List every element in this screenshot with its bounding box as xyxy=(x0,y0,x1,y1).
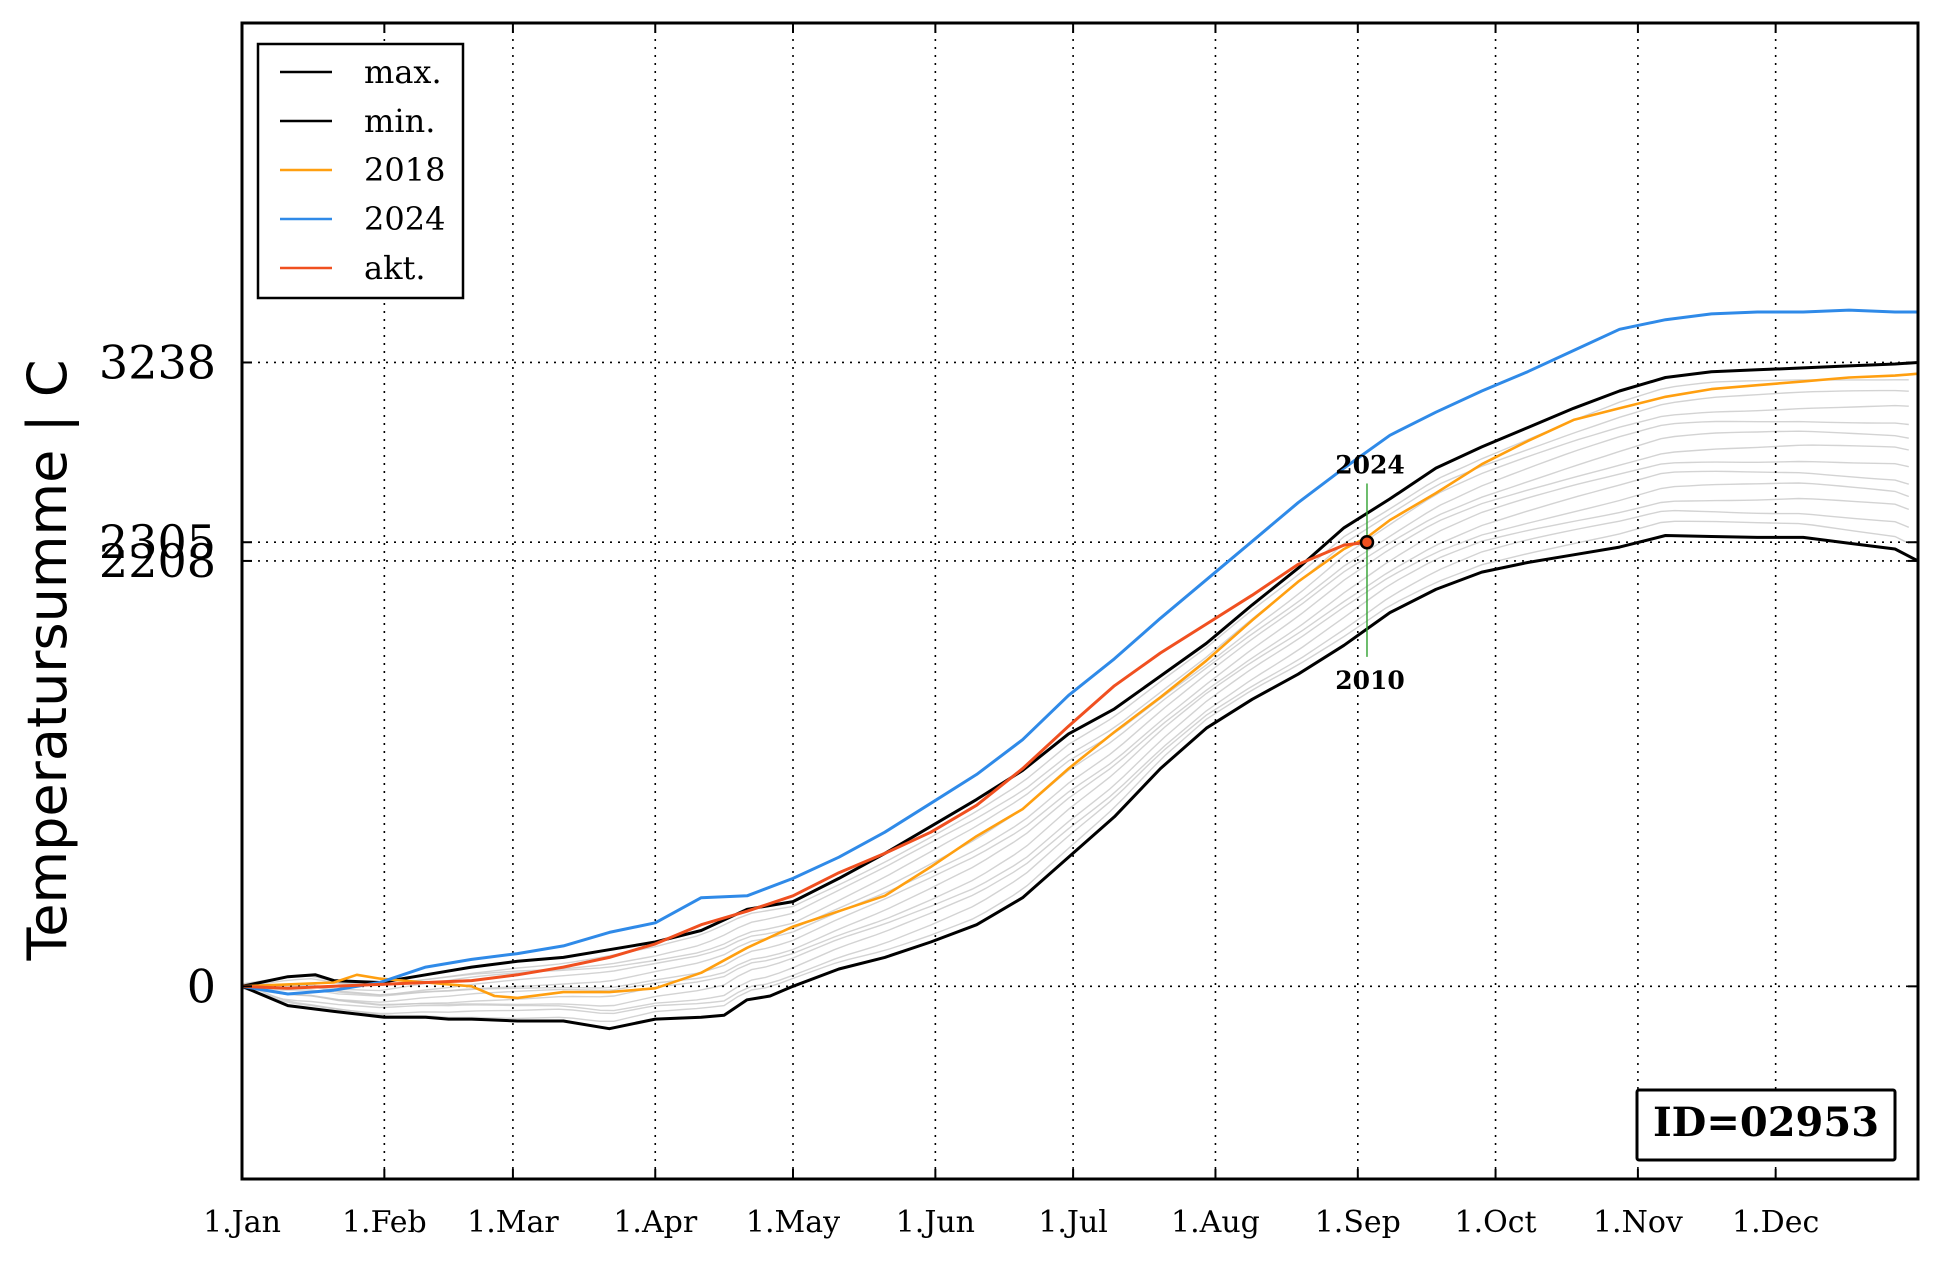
y-axis-label: Temperatursumme | C xyxy=(16,359,79,961)
axis-ticks: 1.Jan 1.Feb 1.Mar 1.Apr 1.May 1.Jun 1.Jul 1.Aug… xyxy=(99,23,1918,1240)
legend-label: akt. xyxy=(364,249,426,287)
x-tick-label: 1.Jun xyxy=(896,1205,975,1240)
series-lines xyxy=(241,308,1919,1031)
historical-year-line xyxy=(241,509,1910,1015)
x-tick-label: 1.Mar xyxy=(467,1205,559,1240)
series-line-akt xyxy=(241,540,1368,990)
station-id-label: ID=02953 xyxy=(1653,1099,1879,1146)
x-tick-label: 1.Nov xyxy=(1593,1205,1683,1240)
legend-label: max. xyxy=(364,53,442,91)
historical-year-line xyxy=(241,379,1909,987)
legend-label: 2024 xyxy=(364,200,445,238)
x-tick-label: 1.Apr xyxy=(613,1205,697,1240)
x-tick-label: 1.Oct xyxy=(1455,1205,1537,1240)
historical-year-line xyxy=(241,444,1909,997)
series-line-max xyxy=(241,361,1919,988)
x-tick-label: 1.Dec xyxy=(1732,1205,1819,1240)
y-tick-label: 2305 xyxy=(99,515,216,569)
y-tick-label: 3238 xyxy=(99,335,216,389)
historical-year-line xyxy=(241,420,1909,996)
historical-year-line xyxy=(241,430,1909,996)
x-tick-label: 1.Jul xyxy=(1038,1205,1108,1240)
legend: max. min. 2018 2024 akt. xyxy=(256,42,465,300)
legend-label: 2018 xyxy=(364,151,445,189)
historical-year-line xyxy=(241,460,1909,1003)
historical-year-line xyxy=(241,404,1909,992)
station-id-frame xyxy=(1635,1088,1897,1162)
annotation-label-high: 2024 xyxy=(1335,450,1405,479)
historical-year-line xyxy=(241,497,1910,1012)
y-tick-label: 0 xyxy=(187,959,216,1013)
plot-frame xyxy=(240,21,1920,1181)
legend-label: min. xyxy=(364,102,435,140)
station-id-box: ID=02953 xyxy=(1635,1088,1897,1162)
historical-year-line xyxy=(241,520,1910,1022)
x-tick-label: 1.Jan xyxy=(203,1205,281,1240)
historical-year-line xyxy=(241,470,1909,1006)
y-tick-label: 2208 xyxy=(99,534,216,588)
x-tick-label: 1.Sep xyxy=(1315,1205,1401,1240)
series-line-2024 xyxy=(241,308,1918,996)
x-tick-label: 1.May xyxy=(746,1205,840,1240)
historical-year-line xyxy=(241,482,1910,1007)
series-line-2018 xyxy=(241,372,1919,1000)
annotation-label-low: 2010 xyxy=(1335,666,1405,695)
current-point-markers: 2024 2010 xyxy=(1335,450,1405,694)
x-tick-label: 1.Feb xyxy=(342,1205,427,1240)
historical-years-lines xyxy=(241,379,1910,1022)
x-tick-label: 1.Aug xyxy=(1171,1205,1260,1240)
current-point-marker xyxy=(1359,534,1375,550)
historical-year-line xyxy=(241,389,1909,988)
series-line-min xyxy=(241,534,1919,1031)
